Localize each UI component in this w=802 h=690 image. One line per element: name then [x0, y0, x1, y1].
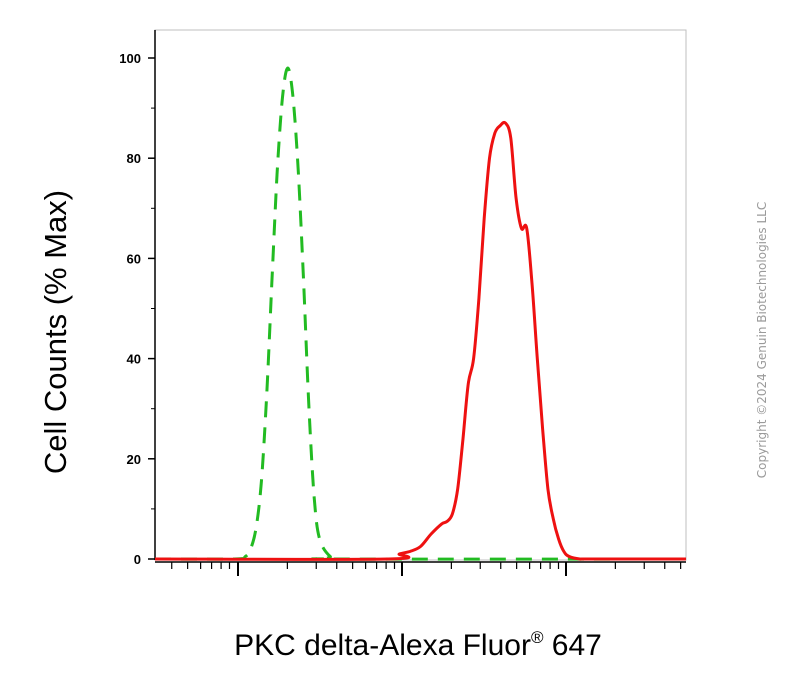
y-tick-label: 80 — [127, 151, 141, 166]
copyright-watermark: Copyright ©2024 Genuin Biotechnologies L… — [755, 202, 769, 478]
y-tick-label: 100 — [119, 51, 141, 66]
series-layer — [154, 66, 687, 561]
y-tick-label: 0 — [134, 552, 141, 567]
y-axis: 0 20 40 60 80 100 — [119, 51, 155, 567]
series-line-green-dashed — [154, 66, 687, 561]
x-axis-title: PKC delta-Alexa Fluor® 647 — [234, 628, 602, 662]
y-axis-title: Cell Counts (% Max) — [38, 190, 73, 474]
x-axis-title-registered-mark: ® — [531, 628, 544, 647]
y-tick-label: 40 — [127, 352, 141, 367]
y-tick-label: 20 — [127, 452, 141, 467]
x-axis-title-tail: 647 — [543, 629, 601, 662]
series-line-red-solid — [154, 120, 686, 561]
x-axis-title-main: PKC delta-Alexa Fluor — [234, 629, 531, 662]
x-axis — [171, 562, 682, 576]
plot-border — [154, 29, 687, 561]
plot-frame — [154, 29, 687, 563]
y-tick-label: 60 — [127, 251, 141, 266]
